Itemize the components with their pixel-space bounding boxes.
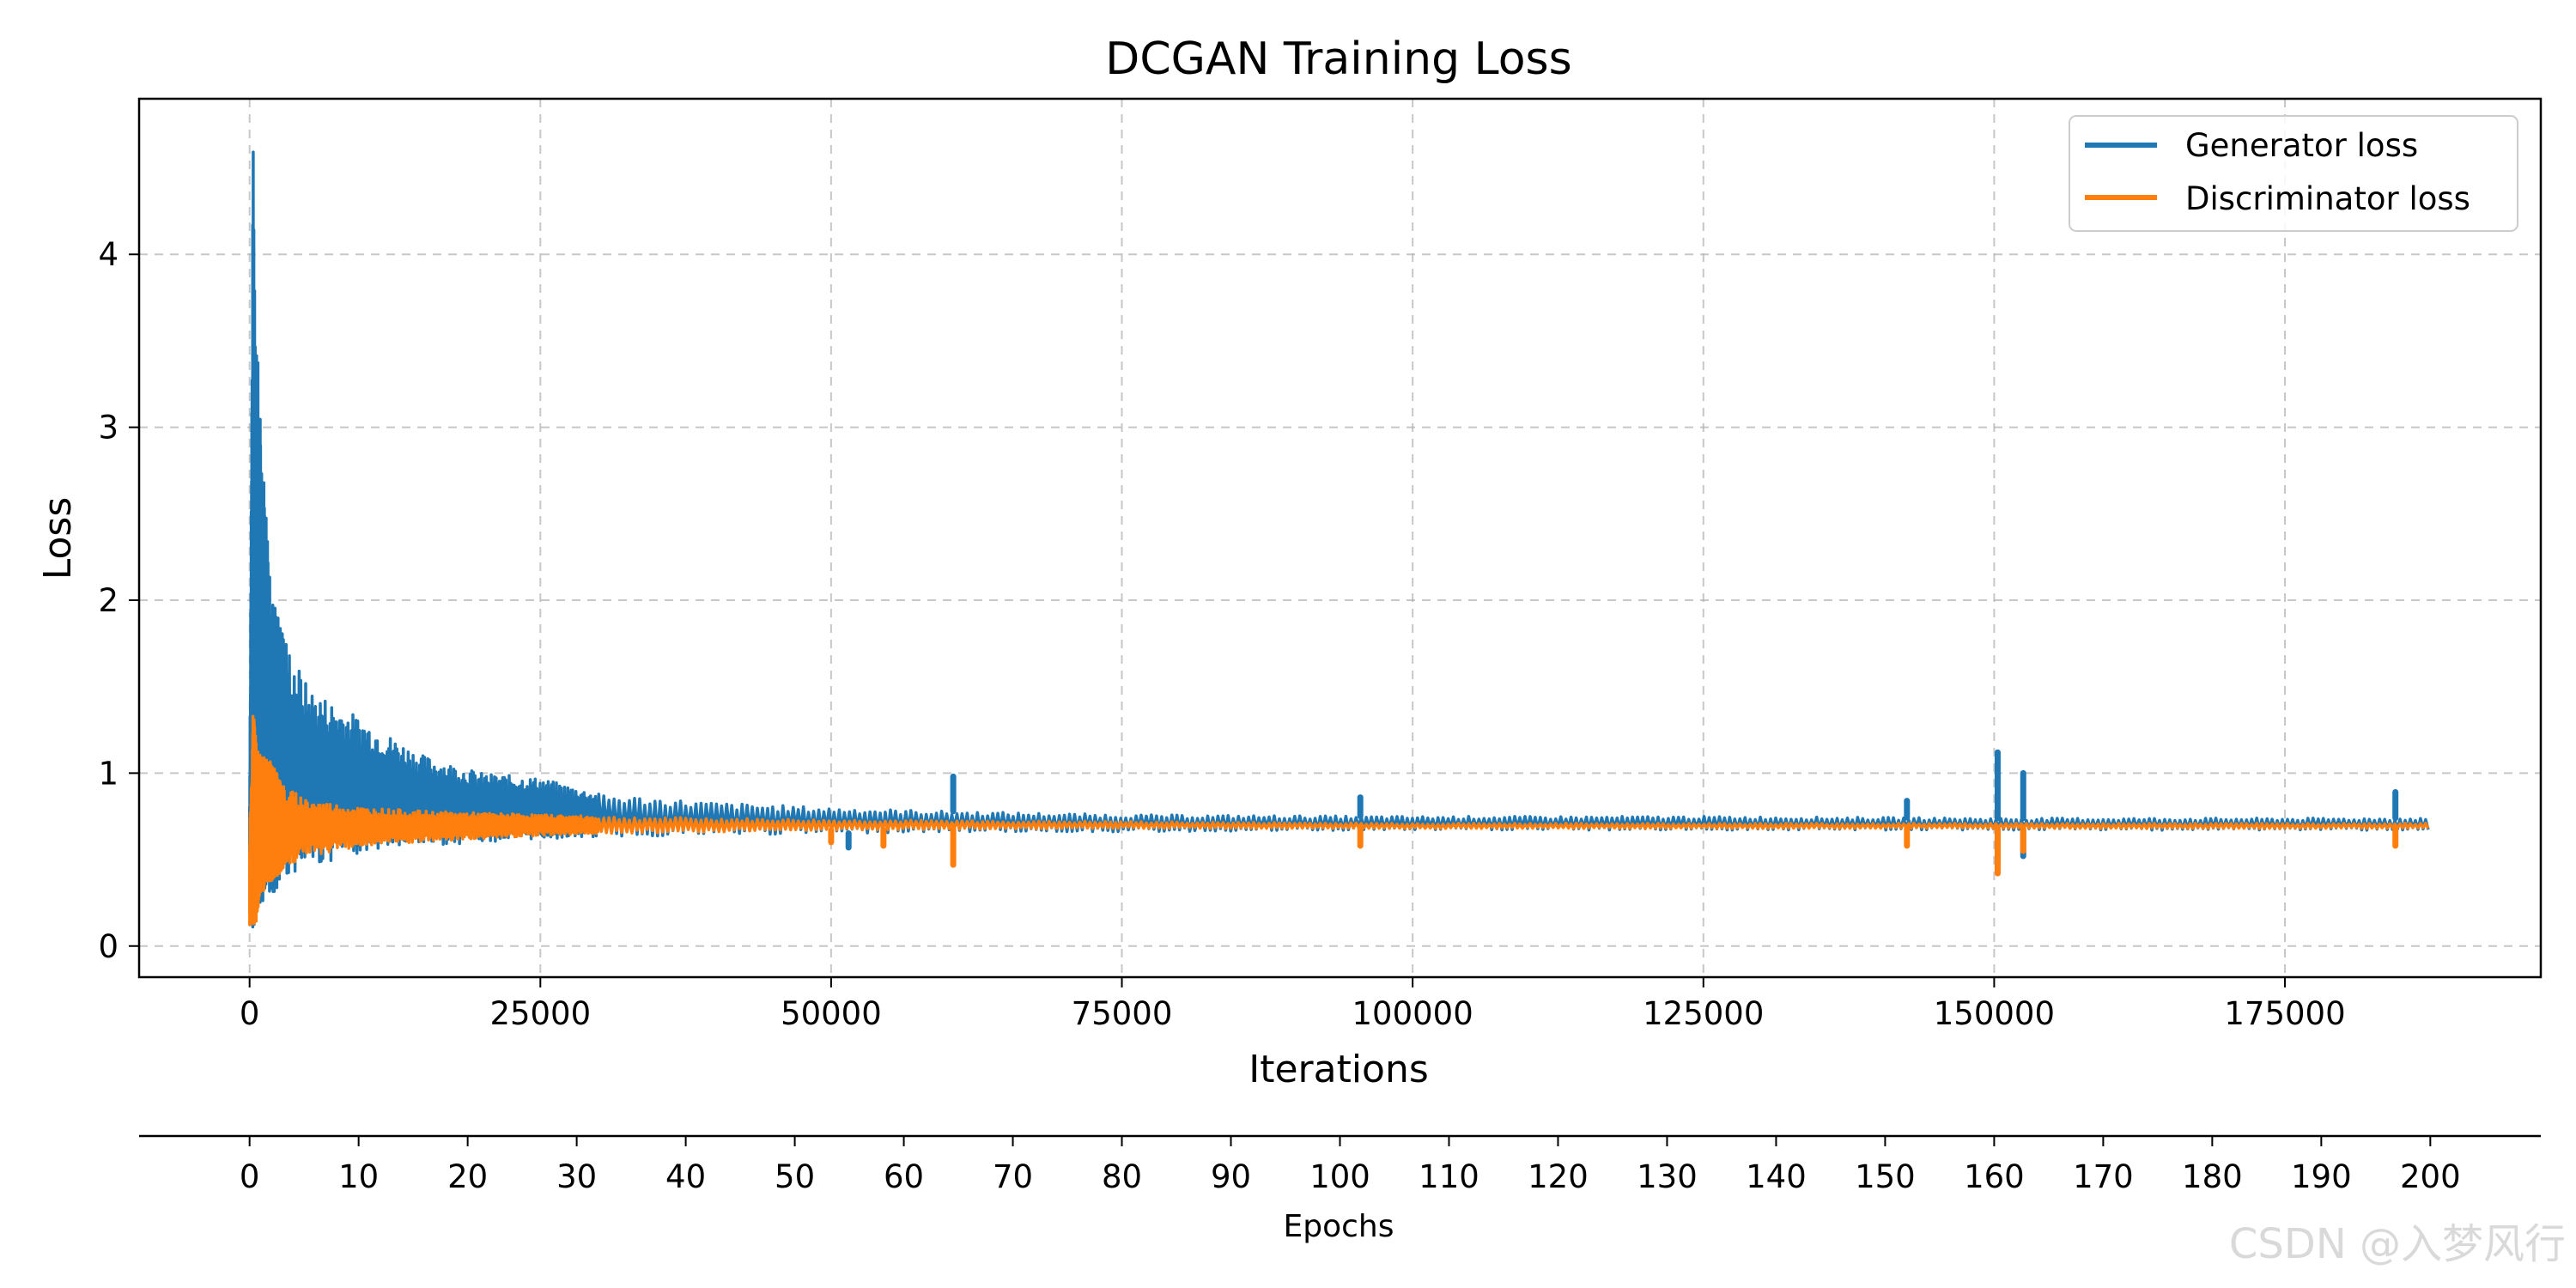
- epoch-tick-label: 90: [1211, 1158, 1251, 1195]
- series-discriminator-loss: [247, 714, 2430, 927]
- x-tick-label: 25000: [489, 995, 591, 1032]
- legend-label-generator: Generator loss: [2185, 127, 2418, 164]
- x-tick-label: 150000: [1934, 995, 2055, 1032]
- x-axis-label: Iterations: [1249, 1048, 1429, 1091]
- epoch-ticks: 0 10 20 30 40 50 60 70 80 90 100 110 120 130 140 150 160…: [240, 1136, 2461, 1195]
- epoch-tick-label: 120: [1528, 1158, 1589, 1195]
- legend-box: [2069, 115, 2518, 232]
- y-axis: 0 1 2 3 4: [98, 236, 139, 965]
- epoch-tick-label: 10: [338, 1158, 379, 1195]
- x-tick-label: 100000: [1352, 995, 1473, 1032]
- epoch-tick-label: 140: [1746, 1158, 1807, 1195]
- x-axis: 0 25000 50000 75000 100000 125000 150000 175000: [240, 977, 2346, 1032]
- x-tick-label: 175000: [2224, 995, 2345, 1032]
- epoch-tick-label: 80: [1102, 1158, 1142, 1195]
- epoch-tick-label: 0: [240, 1158, 260, 1195]
- epoch-tick-label: 30: [556, 1158, 597, 1195]
- epoch-tick-label: 190: [2291, 1158, 2352, 1195]
- y-tick-label: 2: [98, 582, 118, 619]
- x-tick-label: 125000: [1643, 995, 1764, 1032]
- y-tick-label: 1: [98, 755, 118, 792]
- epoch-tick-label: 110: [1419, 1158, 1479, 1195]
- epoch-tick-label: 50: [775, 1158, 815, 1195]
- epoch-tick-label: 180: [2182, 1158, 2243, 1195]
- epoch-axis-label: Epochs: [1284, 1209, 1394, 1244]
- y-tick-label: 3: [98, 410, 118, 447]
- chart-title: DCGAN Training Loss: [1105, 33, 1571, 85]
- legend-label-discriminator: Discriminator loss: [2185, 180, 2470, 217]
- x-tick-label: 75000: [1072, 995, 1173, 1032]
- y-tick-label: 4: [98, 236, 118, 273]
- x-tick-label: 0: [240, 995, 260, 1032]
- epoch-tick-label: 200: [2400, 1158, 2461, 1195]
- epoch-tick-label: 60: [884, 1158, 924, 1195]
- watermark: CSDN @入梦风行: [2229, 1220, 2566, 1268]
- y-axis-label: Loss: [36, 497, 80, 580]
- epoch-tick-label: 20: [447, 1158, 488, 1195]
- plot-frame: [137, 97, 2543, 979]
- epoch-tick-label: 130: [1637, 1158, 1698, 1195]
- series-line: [247, 714, 2430, 927]
- epoch-tick-label: 70: [993, 1158, 1033, 1195]
- epoch-tick-label: 170: [2073, 1158, 2134, 1195]
- series-layer: [247, 150, 2430, 929]
- epoch-tick-label: 100: [1309, 1158, 1370, 1195]
- epoch-tick-label: 160: [1964, 1158, 2025, 1195]
- x-tick-label: 50000: [781, 995, 882, 1032]
- epoch-tick-label: 150: [1855, 1158, 1916, 1195]
- grid: [139, 99, 2541, 977]
- epoch-tick-label: 40: [665, 1158, 706, 1195]
- legend: Generator loss Discriminator loss: [2069, 115, 2518, 232]
- y-tick-label: 0: [98, 928, 118, 965]
- epoch-axis: 0 10 20 30 40 50 60 70 80 90 100 110 120 130 140 150 160…: [139, 1134, 2541, 1244]
